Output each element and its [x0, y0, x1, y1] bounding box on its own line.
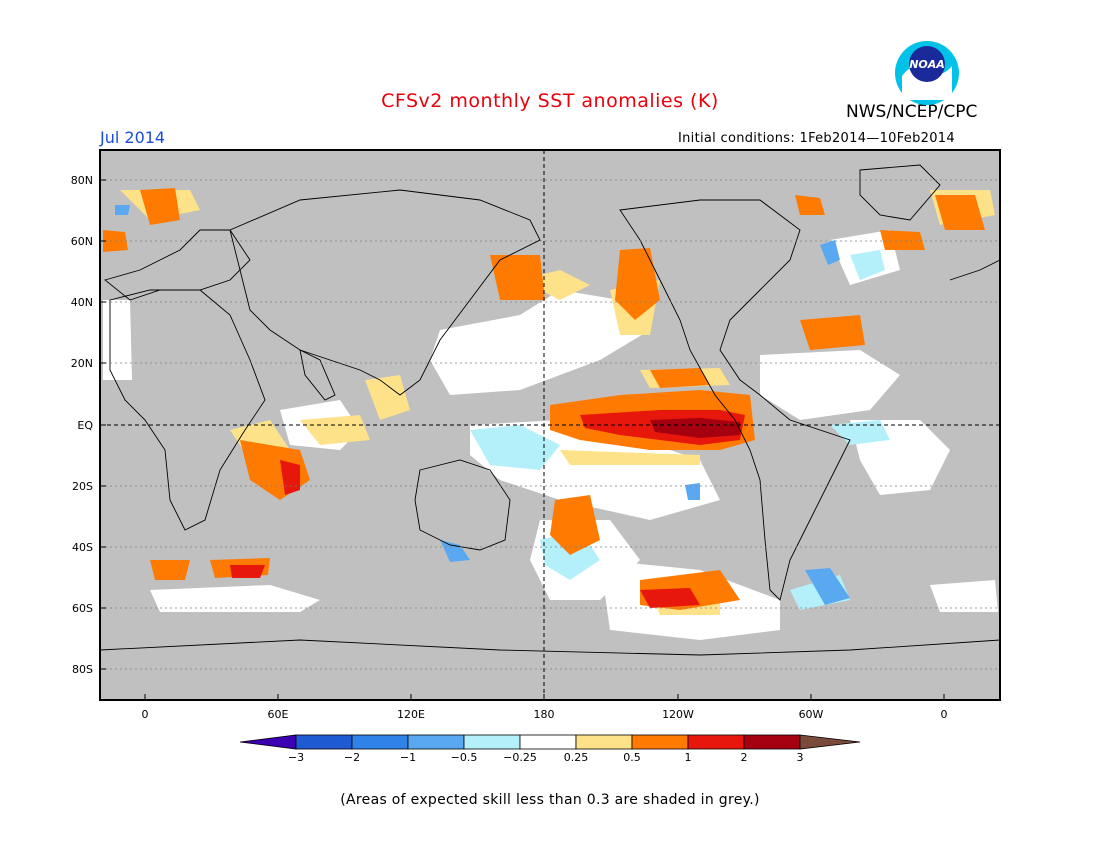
equator-and-dateline [100, 150, 1000, 700]
anomaly-field [103, 188, 998, 640]
coastlines [100, 164, 1000, 656]
lon-label: 180 [534, 708, 555, 721]
lon-label: 60W [799, 708, 824, 721]
forecast-month-label: Jul 2014 [100, 128, 166, 147]
extreme-warm-areas [650, 418, 740, 438]
lat-label: 40N [71, 296, 93, 309]
colorbar-label: 1 [685, 751, 692, 764]
lat-label: 20N [71, 357, 93, 370]
colorbar-segment [351, 734, 409, 750]
lat-label: 60N [71, 235, 93, 248]
colorbar-label: 2 [741, 751, 748, 764]
lon-label: 0 [941, 708, 948, 721]
colorbar-label: 0.5 [623, 751, 641, 764]
colorbar-segment [407, 734, 465, 750]
cool-areas [115, 205, 850, 605]
colorbar-label: 3 [797, 751, 804, 764]
colorbar-segment [295, 734, 353, 750]
colorbar-segment [463, 734, 521, 750]
colorbar-label: −1 [400, 751, 416, 764]
organization-label: NWS/NCEP/CPC [846, 102, 978, 122]
lat-label: 40S [72, 541, 93, 554]
colorbar-segment [575, 734, 633, 750]
lat-label: 60S [72, 602, 93, 615]
colorbar-label: −3 [288, 751, 304, 764]
colorbar-segment [743, 734, 801, 750]
lat-label: 80S [72, 663, 93, 676]
logo-text: NOAA [909, 58, 945, 71]
lon-label: 60E [268, 708, 289, 721]
noaa-logo-icon: NOAA [895, 41, 959, 105]
lat-label: 20S [72, 480, 93, 493]
lat-label: EQ [77, 419, 93, 432]
colorbar-label: −2 [344, 751, 360, 764]
lon-label: 120W [662, 708, 694, 721]
colorbar-max-arrow [799, 734, 861, 750]
latitude-labels: 80N 60N 40N 20N EQ 20S 40S 60S 80S [71, 174, 106, 676]
colorbar-min-arrow [239, 734, 297, 750]
skill-footnote: (Areas of expected skill less than 0.3 a… [340, 792, 760, 808]
grid-lines [100, 179, 1000, 670]
colorbar-label: −0.5 [451, 751, 478, 764]
colorbar-segment [631, 734, 689, 750]
lon-label: 120E [397, 708, 425, 721]
longitude-labels: 0 60E 120E 180 120W 60W 0 [142, 694, 948, 721]
initial-conditions-label: Initial conditions: 1Feb2014—10Feb2014 [678, 131, 955, 146]
colorbar: −3 −2 −1 −0.5 −0.25 0.25 0.5 1 2 3 [239, 734, 861, 764]
chart-title: CFSv2 monthly SST anomalies (K) [381, 90, 719, 112]
colorbar-segment [687, 734, 745, 750]
lon-label: 0 [142, 708, 149, 721]
lat-label: 80N [71, 174, 93, 187]
colorbar-label: −0.25 [503, 751, 537, 764]
colorbar-segment [519, 734, 577, 750]
colorbar-label: 0.25 [564, 751, 589, 764]
